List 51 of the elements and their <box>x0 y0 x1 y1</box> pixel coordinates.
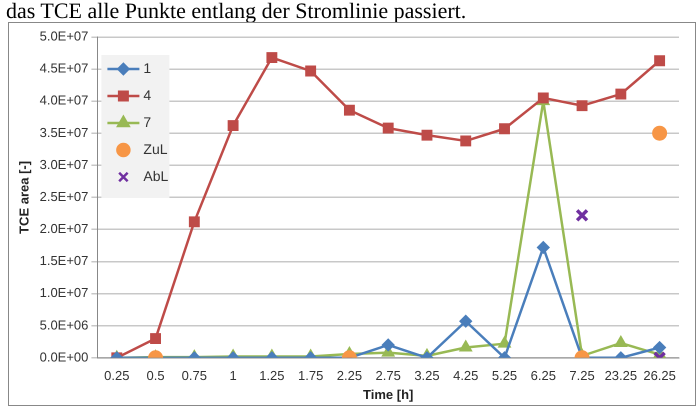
point <box>614 336 628 348</box>
point <box>228 120 239 131</box>
y-tick-label: 2.5E+07 <box>40 188 88 204</box>
legend-label: 1 <box>143 60 152 76</box>
point <box>575 208 589 222</box>
point <box>188 216 200 228</box>
point <box>499 123 510 134</box>
y-tick-label: 4.0E+07 <box>40 92 88 108</box>
text: das TCE alle Punkte entlang der Stromlinie passiert. <box>5 0 468 23</box>
x-tick-label: 0.75 <box>182 368 207 384</box>
point <box>576 100 588 112</box>
x-tick-label: 4.25 <box>453 368 478 384</box>
legend-label: 7 <box>143 114 152 130</box>
x-tick-label: 2.75 <box>376 368 401 384</box>
point <box>422 130 432 141</box>
legend-label: 4 <box>143 86 152 103</box>
y-tick-label: 1.0E+07 <box>40 285 88 300</box>
y-tick-label: 3.0E+07 <box>40 156 88 172</box>
y-tick-label: 4.5E+07 <box>40 60 88 76</box>
x-tick-label: 3.25 <box>414 368 440 384</box>
y-tick-label: 0.0E+00 <box>40 349 88 364</box>
point <box>344 104 355 116</box>
legend-label: ZuL <box>143 140 168 157</box>
x-tick-label: 26.25 <box>643 368 676 384</box>
y-tick-label: 1.5E+07 <box>40 253 88 268</box>
point <box>382 122 394 134</box>
x-tick-label: 0.25 <box>104 368 130 384</box>
y-tick-label: 5.0E+07 <box>40 28 88 44</box>
point <box>305 66 316 76</box>
point <box>459 340 472 352</box>
x-tick-label: 0.5 <box>146 368 165 384</box>
x-axis-title: Time [h] <box>363 386 414 402</box>
y-tick-label: 5.0E+06 <box>40 317 88 332</box>
point <box>654 55 666 66</box>
x-tick-label: 2.25 <box>336 368 362 384</box>
point <box>266 52 278 63</box>
y-tick-label: 3.5E+07 <box>40 124 88 140</box>
point <box>460 135 472 146</box>
x-tick-label: 5.25 <box>492 368 518 384</box>
y-tick-label: 2.0E+07 <box>40 221 88 236</box>
point <box>652 126 668 141</box>
y-axis-title: TCE area [-] <box>16 160 32 234</box>
x-tick-label: 1.75 <box>298 368 324 384</box>
point <box>536 240 550 254</box>
point <box>615 88 626 100</box>
x-tick-label: 1.25 <box>259 368 285 384</box>
x-tick-label: 23.25 <box>604 368 638 384</box>
x-tick-label: 1 <box>229 368 237 384</box>
x-tick-label: 7.25 <box>569 368 595 384</box>
legend-label: AbL <box>143 168 169 184</box>
x-tick-label: 6.25 <box>530 368 556 384</box>
